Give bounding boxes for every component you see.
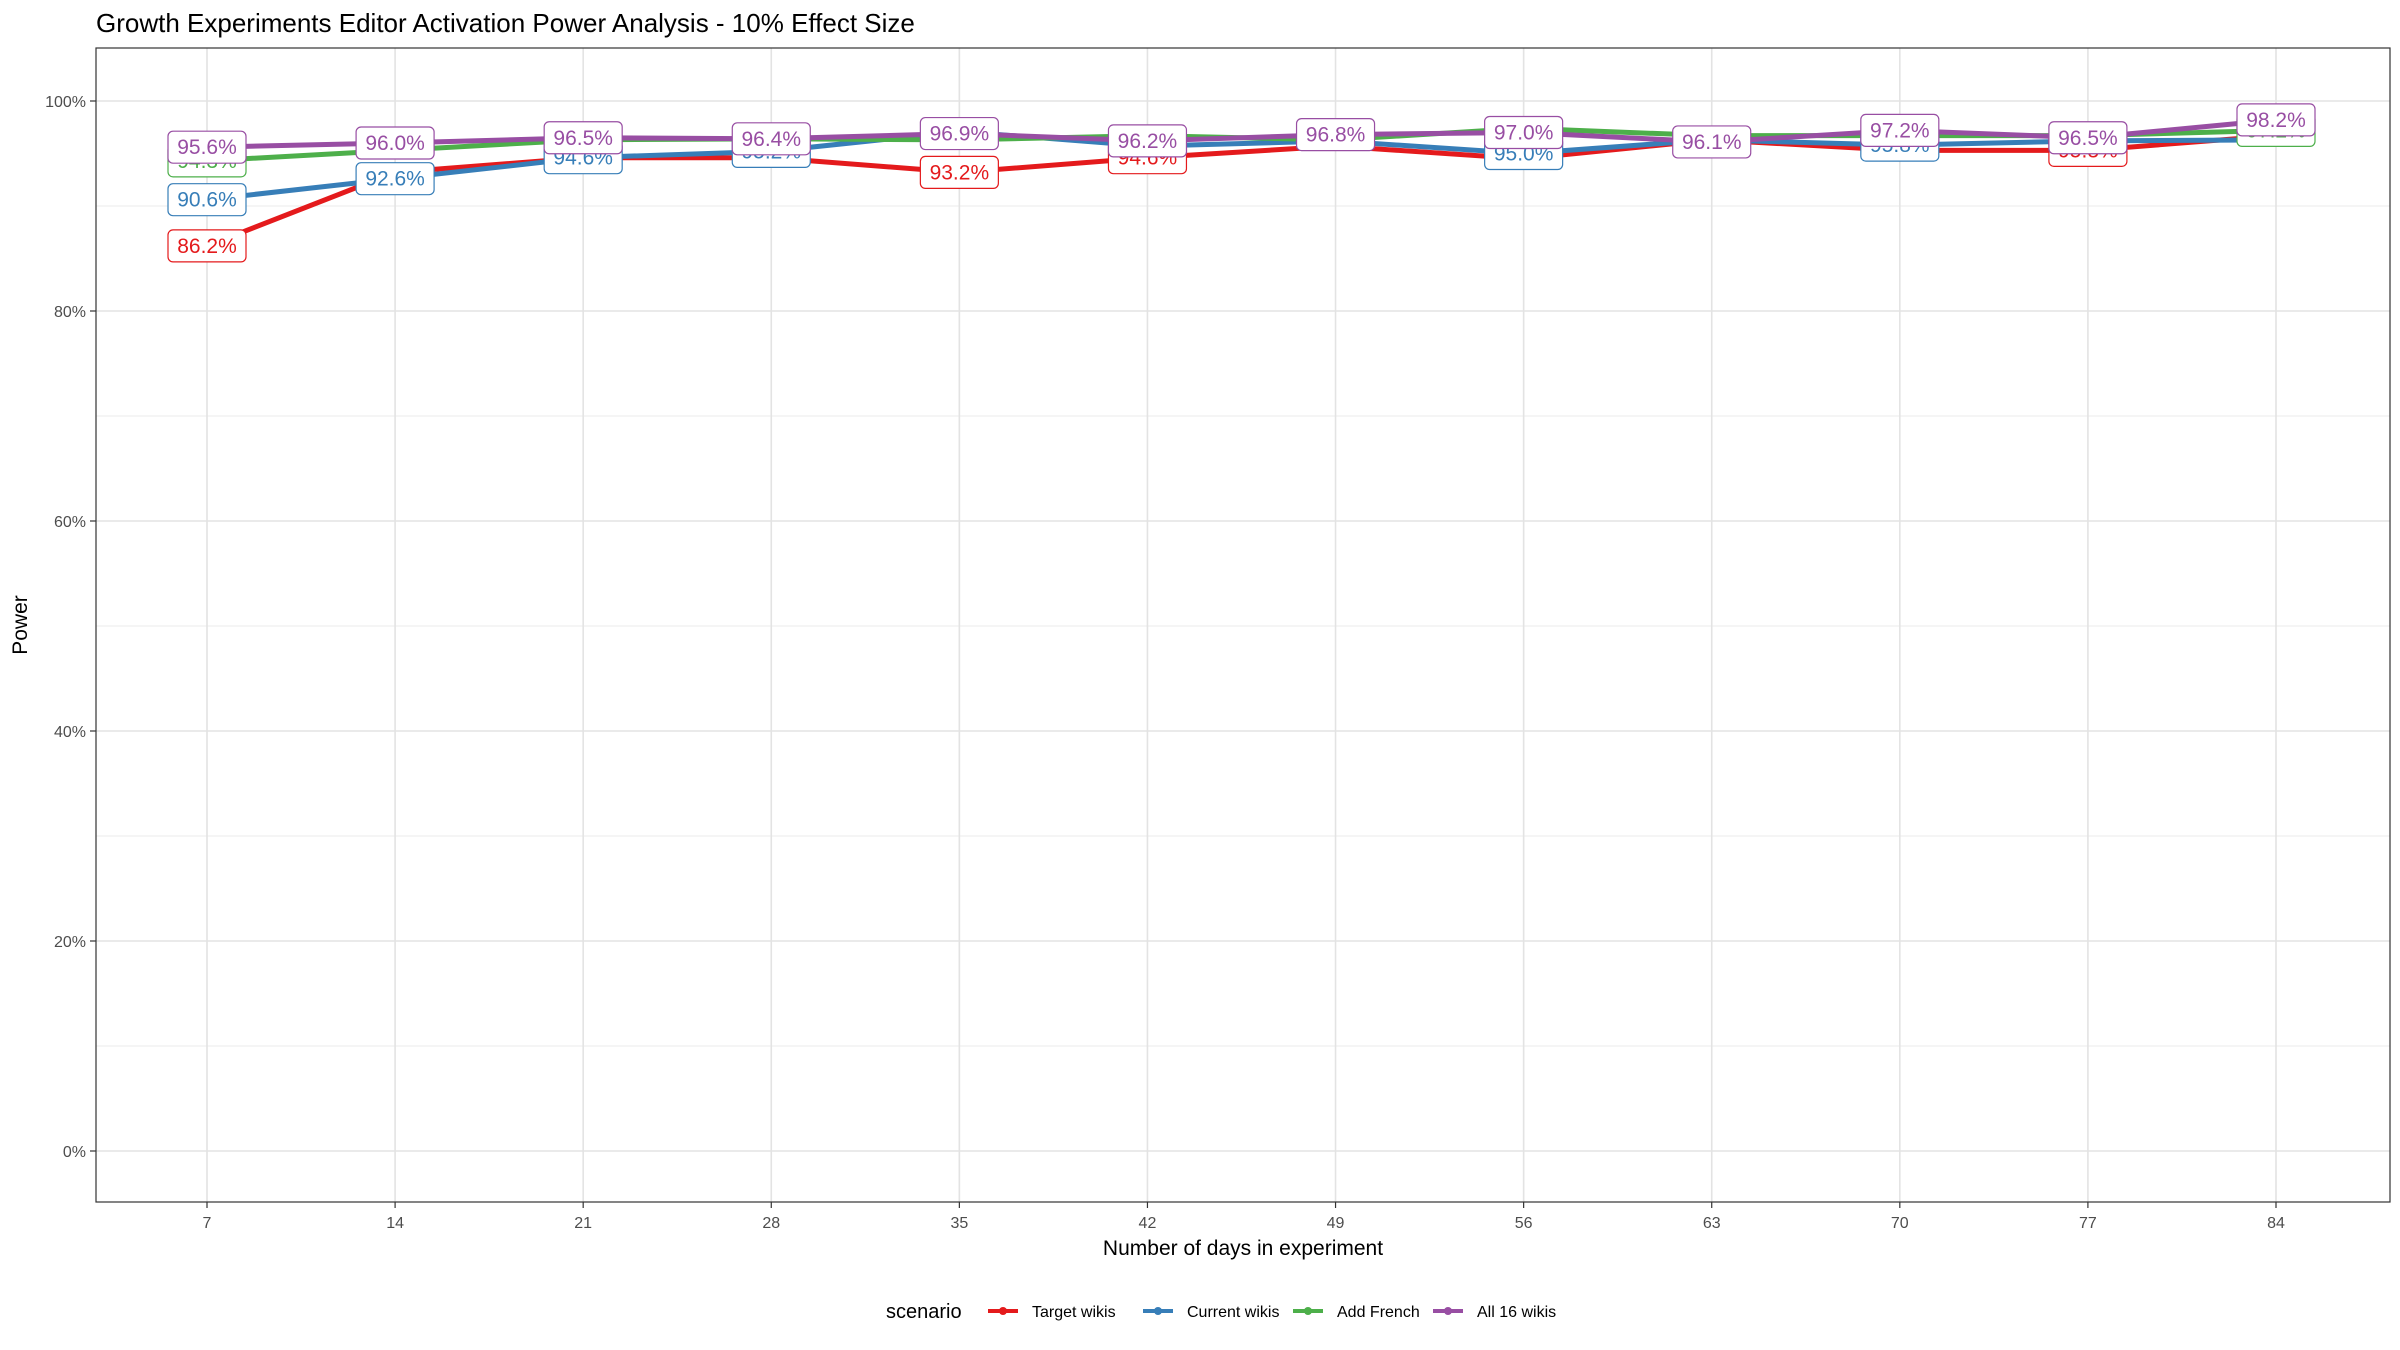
legend-item-all-16-wikis: All 16 wikis [1433, 1304, 1556, 1321]
legend-key-point [1154, 1307, 1162, 1315]
legend-label: All 16 wikis [1477, 1304, 1556, 1321]
chart-title: Growth Experiments Editor Activation Pow… [96, 8, 915, 38]
data-label-box [2048, 121, 2128, 155]
x-tick-label: 21 [574, 1215, 592, 1232]
data-label-box [2236, 103, 2316, 137]
data-label: 93.2% [919, 155, 999, 189]
y-tick-label: 80% [54, 304, 86, 321]
data-label: 96.5% [2048, 121, 2128, 155]
x-tick-label: 42 [1139, 1215, 1157, 1232]
legend-item-target-wikis: Target wikis [988, 1304, 1116, 1321]
data-label-box [1484, 115, 1564, 150]
y-tick-label: 0% [63, 1144, 86, 1161]
data-label-box [731, 122, 811, 156]
data-label-box [1107, 124, 1188, 158]
x-tick-label: 63 [1703, 1215, 1721, 1232]
data-label: 96.1% [1672, 125, 1752, 159]
data-label-box [167, 229, 247, 263]
data-label-box [167, 130, 247, 164]
data-label: 97.0% [1484, 115, 1564, 150]
data-label-text: 90.6% [177, 189, 237, 212]
data-label-box [1860, 113, 1940, 148]
data-label-box [1672, 125, 1752, 159]
x-tick-label: 7 [203, 1215, 212, 1232]
data-label-box [355, 126, 435, 160]
data-label: 96.0% [355, 126, 435, 160]
data-label-box [167, 183, 247, 217]
data-label-box [543, 121, 623, 155]
x-tick-label: 84 [2267, 1215, 2285, 1232]
plot-panel [96, 48, 2390, 1202]
x-axis: 7 14 21 28 35 42 49 56 63 70 77 84 [203, 1202, 2285, 1232]
data-label-box [919, 116, 999, 151]
data-label-text: 92.6% [365, 168, 425, 191]
y-tick-label: 60% [54, 514, 86, 531]
data-label: 97.2% [1860, 113, 1940, 148]
data-label-text: 96.5% [553, 127, 613, 150]
x-axis-title: Number of days in experiment [1103, 1237, 1383, 1260]
x-tick-label: 77 [2079, 1215, 2097, 1232]
data-label-text: 93.2% [930, 161, 990, 184]
legend: scenario Target wikis Current wikis Add Fr… [886, 1301, 1556, 1323]
legend-key-point [1304, 1307, 1312, 1315]
data-labels: 86.2%93.2%94.6%95.3%90.6%92.6%94.6%95.2%… [167, 103, 2316, 263]
data-label-text: 96.5% [2058, 127, 2118, 150]
data-label-box [355, 162, 435, 196]
data-label-text: 95.6% [177, 136, 237, 159]
x-tick-label: 14 [386, 1215, 404, 1232]
legend-label: Add French [1337, 1304, 1420, 1321]
x-tick-label: 35 [950, 1215, 968, 1232]
data-label: 96.9% [919, 116, 999, 151]
data-label: 96.5% [543, 121, 623, 155]
legend-label: Target wikis [1032, 1304, 1116, 1321]
data-label-text: 96.4% [741, 128, 801, 151]
data-label: 95.6% [167, 130, 247, 164]
data-label: 96.8% [1295, 117, 1376, 152]
data-label-text: 96.2% [1118, 130, 1178, 153]
x-tick-label: 49 [1327, 1215, 1345, 1232]
data-label: 96.2% [1107, 124, 1188, 158]
y-tick-label: 100% [45, 94, 86, 111]
legend-label: Current wikis [1187, 1304, 1279, 1321]
data-label-text: 86.2% [177, 235, 237, 258]
data-label: 98.2% [2236, 103, 2316, 137]
y-axis: 0% 20% 40% 60% 80% 100% [45, 94, 96, 1161]
x-tick-label: 56 [1515, 1215, 1533, 1232]
data-label-text: 96.8% [1306, 124, 1366, 147]
data-label-text: 97.0% [1494, 122, 1554, 145]
x-tick-label: 70 [1891, 1215, 1909, 1232]
data-label-text: 98.2% [2246, 109, 2306, 132]
legend-title: scenario [886, 1301, 962, 1323]
data-label: 96.4% [731, 122, 811, 156]
legend-key-point [1444, 1307, 1452, 1315]
data-label-box [919, 155, 999, 189]
data-label-box [1295, 117, 1376, 152]
y-axis-title: Power [9, 595, 32, 655]
legend-item-current-wikis: Current wikis [1143, 1304, 1279, 1321]
y-tick-label: 20% [54, 934, 86, 951]
x-tick-label: 28 [762, 1215, 780, 1232]
data-label: 92.6% [355, 162, 435, 196]
data-label-text: 96.0% [365, 132, 425, 155]
data-label-text: 96.9% [930, 123, 990, 146]
legend-item-add-french: Add French [1293, 1304, 1420, 1321]
data-label: 90.6% [167, 183, 247, 217]
data-label-text: 96.1% [1682, 131, 1742, 154]
legend-key-point [999, 1307, 1007, 1315]
panel-border [95, 47, 2391, 1203]
data-label-text: 97.2% [1870, 119, 1930, 142]
y-tick-label: 40% [54, 724, 86, 741]
data-label: 86.2% [167, 229, 247, 263]
